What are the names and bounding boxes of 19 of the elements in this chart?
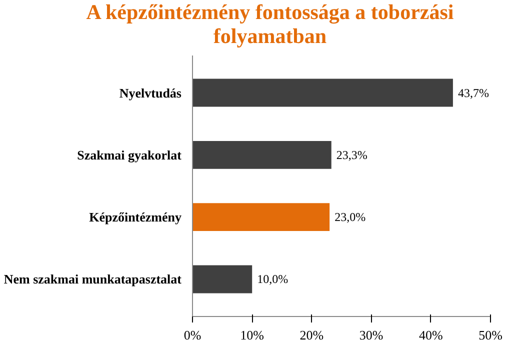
x-tick-label: 50%	[478, 328, 503, 342]
y-tick-label: Szakmai gyakorlat	[77, 147, 182, 162]
bar	[192, 203, 330, 232]
data-label: 10,0%	[257, 272, 288, 286]
data-label: 43,7%	[458, 86, 489, 100]
y-tick-label: Képzőintézmény	[89, 210, 182, 225]
x-tick-label: 0%	[184, 328, 202, 342]
x-tick-label: 10%	[240, 328, 264, 342]
y-tick-label: Nyelvtudás	[119, 85, 182, 100]
bar	[192, 78, 453, 107]
x-tick-label: 40%	[418, 328, 443, 342]
data-label: 23,0%	[334, 210, 366, 224]
chart-title: A képzőintézmény fontossága a toborzási folyamatban	[85, 0, 455, 48]
x-tick-label: 20%	[300, 328, 324, 342]
bar	[192, 140, 332, 169]
bar	[192, 265, 252, 294]
data-label: 23,3%	[336, 148, 368, 162]
x-tick-label: 30%	[359, 328, 384, 342]
y-tick-label: Nem szakmai munkatapasztalat	[4, 272, 182, 287]
